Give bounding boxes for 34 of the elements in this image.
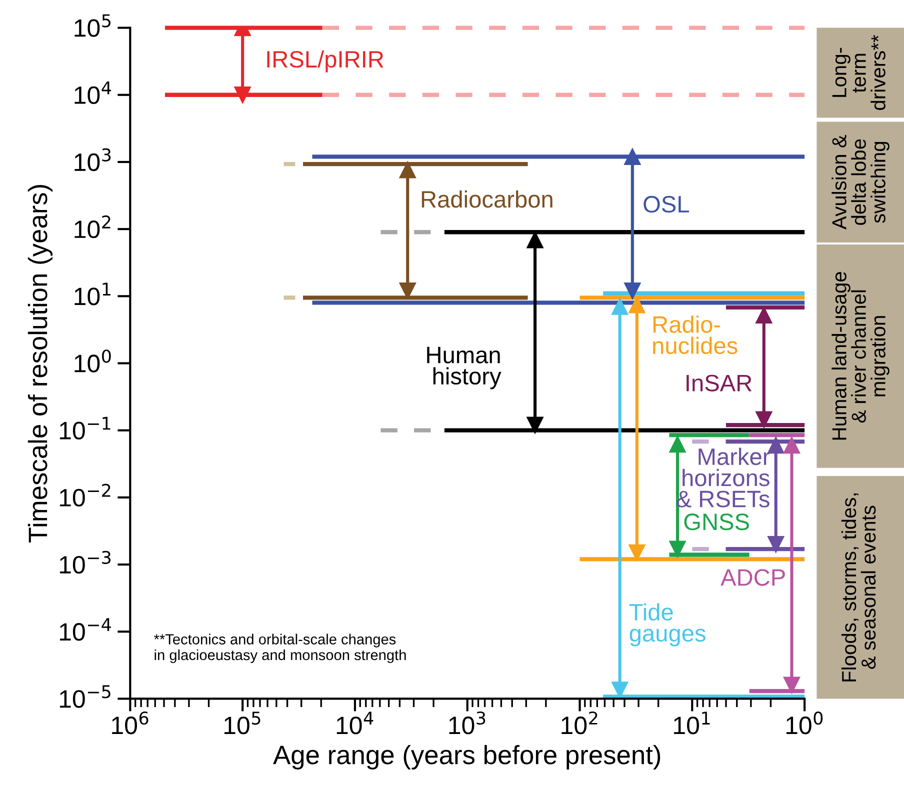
x-tick-label: 10$^{6}$ — [112, 711, 148, 734]
x-tick-label: 10$^{2}$ — [562, 711, 598, 734]
annotation: **Tectonics and orbital-scale changes in glacioeustasy and monsoon strength — [154, 634, 406, 664]
x-tick-label: 10$^{5}$ — [224, 712, 260, 734]
y-tick-label: 10$^{5}$ — [74, 14, 110, 37]
y-tick-label: 10$^{2}$ — [74, 215, 110, 238]
text: Avulsion & delta lobe switching — [832, 135, 890, 230]
series-label: InSAR — [686, 374, 752, 392]
x-tick-label: 10$^{0}$ — [786, 711, 823, 734]
y-tick-label: 10$^{−1}$ — [60, 416, 110, 440]
x-tick-label: 10$^{1}$ — [674, 712, 710, 734]
series-label: Radio- nuclides — [653, 316, 738, 354]
series-label: Tide gauges — [629, 603, 706, 646]
series-label: OSL — [644, 196, 690, 213]
y-axis-title: Timescale of resolution (years) — [28, 184, 53, 543]
x-tick-label: 10$^{3}$ — [449, 711, 486, 734]
text: Human land-usage & river channel migration — [832, 272, 890, 440]
y-tick-label: 10$^{−2}$ — [60, 484, 110, 507]
text: Long- term drivers** — [832, 35, 886, 110]
series-label: IRSL/pIRIR — [267, 50, 384, 72]
x-tick-label: 10$^{4}$ — [336, 712, 374, 734]
series-label: Radiocarbon — [422, 190, 552, 208]
y-tick-label: 10$^{−4}$ — [60, 618, 111, 641]
series-label: Human history — [427, 346, 502, 390]
y-tick-label: 10$^{4}$ — [74, 81, 112, 104]
series-label: GNSS — [684, 514, 749, 530]
x-axis-title: Age range (years before present) — [273, 744, 660, 770]
y-tick-label: 10$^{−5}$ — [60, 685, 110, 708]
y-tick-label: 10$^{0}$ — [74, 350, 111, 372]
y-tick-label: 10$^{1}$ — [74, 282, 110, 306]
text: Floods, storms, tides, & seasonal events — [841, 493, 876, 682]
y-tick-label: 10$^{3}$ — [74, 148, 111, 172]
y-tick-label: 10$^{−3}$ — [60, 550, 111, 574]
series-label: ADCP — [720, 569, 785, 586]
